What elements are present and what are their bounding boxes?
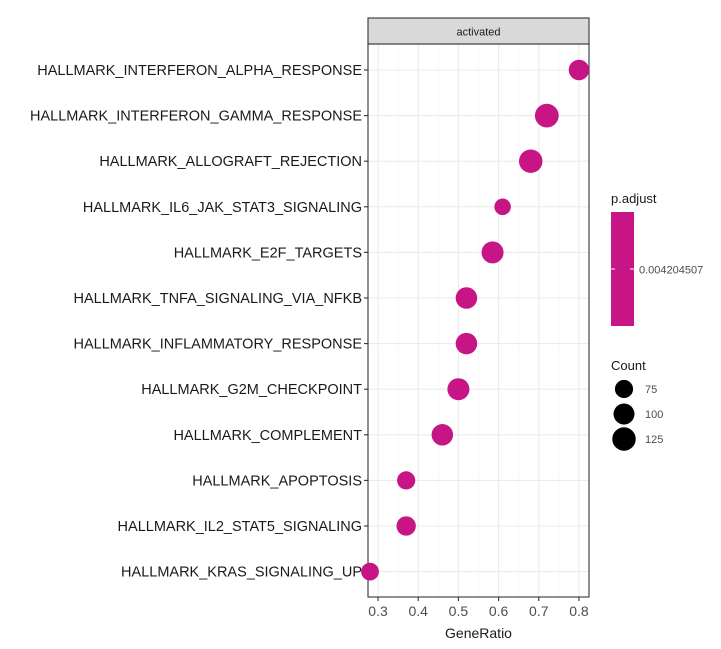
- data-point: [396, 516, 416, 536]
- x-tick-label: 0.5: [449, 603, 469, 619]
- color-legend-label: 0.004204507: [639, 265, 703, 277]
- size-legend-key: [614, 379, 634, 399]
- y-tick-label: HALLMARK_IL6_JAK_STAT3_SIGNALING: [83, 200, 362, 216]
- data-point: [447, 378, 470, 401]
- y-tick-label: HALLMARK_APOPTOSIS: [192, 473, 362, 489]
- data-point: [455, 287, 478, 309]
- y-tick-label: HALLMARK_INFLAMMATORY_RESPONSE: [74, 337, 363, 353]
- data-point: [431, 424, 454, 446]
- y-tick-label: HALLMARK_ALLOGRAFT_REJECTION: [99, 154, 362, 170]
- x-axis-title: GeneRatio: [445, 625, 512, 641]
- data-point: [397, 471, 416, 490]
- data-point: [494, 198, 511, 216]
- y-tick-label: HALLMARK_INTERFERON_GAMMA_RESPONSE: [30, 109, 362, 125]
- data-point: [568, 59, 590, 81]
- data-point: [361, 562, 379, 581]
- data-point: [481, 241, 504, 264]
- size-legend-label: 100: [645, 409, 663, 421]
- size-legend-label: 75: [645, 384, 657, 396]
- data-point: [455, 332, 478, 355]
- data-point: [534, 103, 559, 128]
- x-tick-label: 0.4: [408, 603, 428, 619]
- y-tick-label: HALLMARK_INTERFERON_ALPHA_RESPONSE: [37, 63, 362, 79]
- y-tick-label: HALLMARK_E2F_TARGETS: [174, 245, 362, 261]
- y-tick-label: HALLMARK_IL2_STAT5_SIGNALING: [118, 519, 362, 535]
- color-legend-title: p.adjust: [611, 191, 657, 206]
- y-tick-label: HALLMARK_G2M_CHECKPOINT: [141, 382, 362, 398]
- color-legend-bar: [611, 212, 634, 326]
- facet-strip: [367, 17, 590, 45]
- data-point: [518, 149, 543, 173]
- x-tick-label: 0.3: [368, 603, 388, 619]
- size-legend-key: [612, 427, 636, 451]
- y-tick-label: HALLMARK_TNFA_SIGNALING_VIA_NFKB: [74, 291, 363, 307]
- y-tick-label: HALLMARK_COMPLEMENT: [173, 428, 362, 444]
- y-tick-label: HALLMARK_KRAS_SIGNALING_UP: [121, 565, 362, 581]
- size-legend-title: Count: [611, 358, 646, 373]
- x-tick-label: 0.7: [529, 603, 549, 619]
- size-legend-key: [613, 403, 635, 425]
- x-tick-label: 0.6: [489, 603, 509, 619]
- x-tick-label: 0.8: [569, 603, 589, 619]
- size-legend-label: 125: [645, 434, 663, 446]
- facet-label: activated: [456, 27, 500, 39]
